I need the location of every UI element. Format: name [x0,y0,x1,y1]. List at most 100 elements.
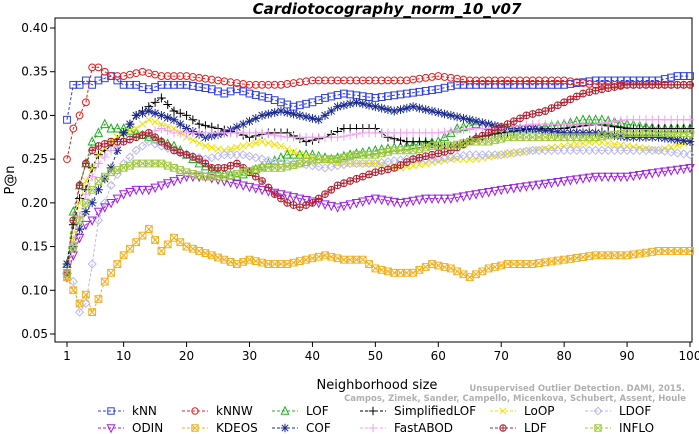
point-cof [654,132,663,142]
point-loop [189,136,197,144]
point-knnw [170,72,178,80]
point-knn [119,80,128,89]
point-inflo [409,146,418,155]
point-ldof [490,150,500,160]
point-knn [289,102,298,111]
point-fastabod [452,125,462,135]
point-knn [308,98,317,107]
point-cof [559,128,569,138]
point-simplifiedlof [175,108,185,118]
point-ldof [364,158,374,169]
point-ldf [522,111,531,120]
point-fastabod [333,132,342,142]
point-knnw [251,80,260,89]
point-loop [132,124,140,133]
point-ldof [74,307,85,317]
point-ldf [220,163,229,172]
point-knn [547,80,556,89]
point-odin [301,196,311,206]
point-knnw [321,76,329,85]
point-inflo [157,159,166,168]
legend-item-simplifiedlof: SimplifiedLOF [360,404,476,418]
point-inflo [295,159,304,168]
point-simplifiedlof [150,97,160,107]
point-odin [420,194,431,205]
point-cof [666,134,676,144]
point-cof [616,132,626,141]
point-fastabod [433,128,443,138]
point-cof [150,108,160,118]
point-kdeos [440,263,449,271]
point-kdeos [270,260,279,268]
point-knnw [245,80,254,89]
point-ldof [169,145,179,156]
point-knn [251,91,260,99]
point-odin [653,168,664,178]
point-fastabod [616,116,626,126]
point-ldf [660,80,669,89]
point-knn [239,87,248,96]
watermark-line-2: Campos, Zimek, Sander, Campello, Micenko… [344,394,686,404]
point-knn [377,93,386,101]
x-axis-label: Neighborhood size [317,378,438,393]
point-fastabod [257,128,267,138]
point-kdeos [572,254,581,262]
point-knn [170,80,178,89]
point-cof [238,119,248,129]
point-cof [471,116,481,126]
point-ldf [138,131,147,140]
point-knn [553,80,562,89]
point-ldf [75,181,84,190]
point-odin [496,185,506,196]
point-odin [584,173,595,184]
legend-label-ldf: LDF [524,421,547,434]
point-inflo [107,168,115,177]
point-cof [452,112,462,122]
point-knn [484,80,493,89]
point-odin [276,190,286,200]
point-odin [590,172,601,183]
point-knnw [81,98,90,107]
point-knn [113,76,122,85]
point-ldof [672,148,683,158]
point-cof [169,115,179,125]
point-cof [679,136,689,146]
point-ldf [308,198,317,207]
point-loop [226,145,235,153]
point-knn [402,89,411,98]
point-inflo [591,133,600,142]
point-odin [320,200,330,210]
point-ldof [647,145,657,156]
legend-item-loop: LoOP [490,404,555,418]
point-ldof [358,158,368,169]
point-loop [239,142,247,150]
point-odin [446,194,456,205]
series-inflo [63,129,694,277]
point-odin [521,182,532,192]
point-knnw [535,76,543,85]
point-knn [201,84,210,93]
point-ldf [535,108,543,117]
point-ldf [528,110,537,118]
plot-frame [54,17,693,343]
legend-item-ldof: LDOF [585,404,651,418]
point-ldf [623,80,631,89]
point-lof [144,131,154,142]
point-kdeos [535,259,543,268]
point-lof [100,118,110,129]
point-loop [138,120,147,128]
point-knnw [365,76,373,85]
point-knn [327,92,336,101]
point-fastabod [521,120,531,130]
point-ldf [560,98,569,107]
point-cof [81,207,91,216]
point-knn [220,89,229,98]
point-cof [459,113,468,123]
point-inflo [245,166,254,175]
point-knn [497,80,506,89]
point-cof [673,135,682,145]
point-loop [207,143,216,152]
point-odin [553,177,563,188]
point-cof [396,105,405,114]
point-ldf [132,133,141,142]
